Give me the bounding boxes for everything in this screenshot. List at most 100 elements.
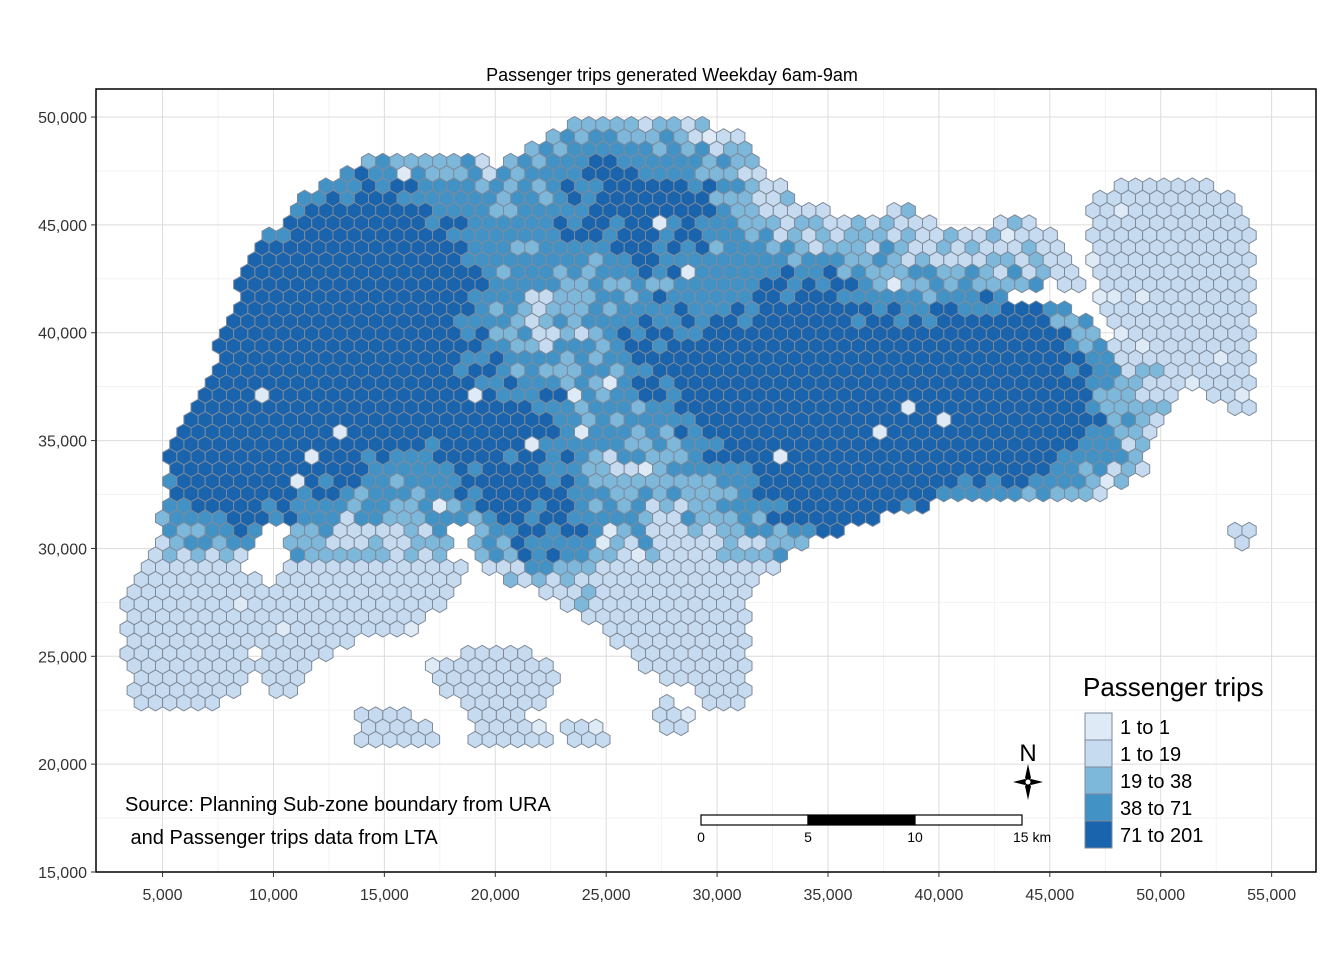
hex-cell xyxy=(730,693,746,712)
legend: Passenger trips 1 to 1 1 to 19 19 to 38 38 … xyxy=(1083,672,1264,849)
legend-swatch xyxy=(1084,793,1113,822)
hex-cell xyxy=(978,484,994,503)
hex-cell xyxy=(1227,398,1243,417)
hex-cell xyxy=(204,693,220,712)
legend-label: 19 to 38 xyxy=(1120,771,1192,793)
hex-cell xyxy=(424,730,441,749)
hex-cell xyxy=(1071,275,1087,294)
hex-cell xyxy=(517,570,533,589)
hex-cell xyxy=(403,620,419,638)
hex-cell xyxy=(1206,386,1222,404)
hex-cell xyxy=(1049,484,1065,503)
x-tick-label: 5,000 xyxy=(143,887,183,904)
scale-segment-2 xyxy=(807,814,916,826)
north-arrow: N xyxy=(1013,740,1043,800)
scale-label-15: 15 km xyxy=(1013,829,1051,845)
x-tick-label: 20,000 xyxy=(471,887,520,904)
hex-cell xyxy=(1241,398,1257,417)
hex-cell xyxy=(716,693,732,712)
x-tick-label: 35,000 xyxy=(804,887,853,904)
hex-cell xyxy=(595,730,611,749)
x-tick-label: 30,000 xyxy=(693,887,742,904)
legend-label: 1 to 19 xyxy=(1120,744,1181,766)
scale-label-5: 5 xyxy=(804,829,812,845)
legend-swatch xyxy=(1084,712,1113,741)
hex-cell xyxy=(339,632,355,650)
legend-items: 1 to 1 1 to 19 19 to 38 38 to 71 71 to 201 xyxy=(1084,712,1203,849)
x-tick-label: 15,000 xyxy=(360,887,409,904)
hex-cell xyxy=(396,730,412,749)
hex-cell xyxy=(1135,460,1151,478)
legend-label: 38 to 71 xyxy=(1120,798,1192,820)
hex-cell xyxy=(176,693,192,712)
hex-cell xyxy=(865,509,881,527)
scale-segment-1 xyxy=(700,814,809,826)
hex-cell xyxy=(1028,275,1044,294)
x-tick-label: 10,000 xyxy=(249,887,298,904)
map-title: Passenger trips generated Weekday 6am-9a… xyxy=(486,65,858,85)
hex-cell xyxy=(950,484,966,503)
y-tick-label: 20,000 xyxy=(38,757,87,774)
compass-star-icon xyxy=(1013,764,1043,800)
hex-cell xyxy=(673,718,689,737)
panel-border xyxy=(95,88,1317,873)
y-tick-label: 35,000 xyxy=(38,434,87,451)
hex-cell xyxy=(850,509,867,527)
scale-label-0: 0 xyxy=(697,829,705,845)
hex-cell xyxy=(659,669,675,687)
hex-cell xyxy=(524,730,540,749)
legend-swatch xyxy=(1084,739,1113,768)
x-tick-label: 25,000 xyxy=(582,887,631,904)
north-label: N xyxy=(1019,740,1036,767)
x-tick-label: 55,000 xyxy=(1247,887,1296,904)
y-tick-label: 15,000 xyxy=(38,865,87,882)
hex-cell xyxy=(1092,484,1108,503)
x-tick-label: 40,000 xyxy=(914,887,963,904)
source-caption: Source: Planning Sub-zone boundary from … xyxy=(125,794,551,849)
hex-cell xyxy=(993,484,1009,503)
hex-cell xyxy=(637,657,654,675)
legend-label: 71 to 201 xyxy=(1120,825,1203,847)
hex-cell xyxy=(559,595,575,614)
legend-swatch xyxy=(1084,820,1113,849)
hex-cell xyxy=(1021,484,1037,503)
hex-cell xyxy=(886,497,902,515)
x-axis: 5,000 10,000 15,000 20,000 25,000 30,000 35,00… xyxy=(143,872,1296,904)
legend-swatch xyxy=(1084,766,1113,795)
hex-cell xyxy=(566,730,583,749)
hex-cell xyxy=(538,583,554,601)
legend-label: 1 to 1 xyxy=(1120,717,1170,739)
source-line-1: Source: Planning Sub-zone boundary from … xyxy=(125,794,551,816)
hex-cell xyxy=(1064,484,1080,503)
y-tick-label: 40,000 xyxy=(38,326,87,343)
hex-cell xyxy=(318,644,334,663)
hex-cell xyxy=(581,607,597,626)
hex-cell xyxy=(531,693,547,712)
hex-cell xyxy=(964,484,980,503)
scale-bar: 0 5 10 15 km xyxy=(697,814,1051,845)
hex-cell xyxy=(481,730,497,749)
y-tick-label: 30,000 xyxy=(38,541,87,558)
hex-cell xyxy=(353,730,369,749)
y-axis: 15,000 20,000 25,000 30,000 35,000 40,000 45,0… xyxy=(38,110,96,882)
scale-label-10: 10 xyxy=(907,829,923,845)
hex-cell xyxy=(815,521,831,540)
hex-cell xyxy=(829,521,845,540)
hex-cell xyxy=(147,693,164,712)
hex-cell xyxy=(1078,484,1094,503)
hex-cell xyxy=(410,730,426,749)
hex-cell xyxy=(701,693,717,712)
hex-cell xyxy=(1184,374,1200,392)
hex-cell xyxy=(226,681,242,700)
hex-cell xyxy=(268,509,284,527)
hex-cell xyxy=(1113,472,1129,491)
hex-cell xyxy=(503,570,519,589)
scale-segment-3 xyxy=(914,814,1023,826)
hex-cell xyxy=(190,693,206,712)
x-tick-label: 50,000 xyxy=(1136,887,1185,904)
hex-cell xyxy=(360,620,377,638)
hex-cell xyxy=(495,730,512,749)
hex-cell xyxy=(1014,275,1030,294)
hex-cell xyxy=(581,730,597,749)
hexagon-layer xyxy=(119,115,1257,749)
